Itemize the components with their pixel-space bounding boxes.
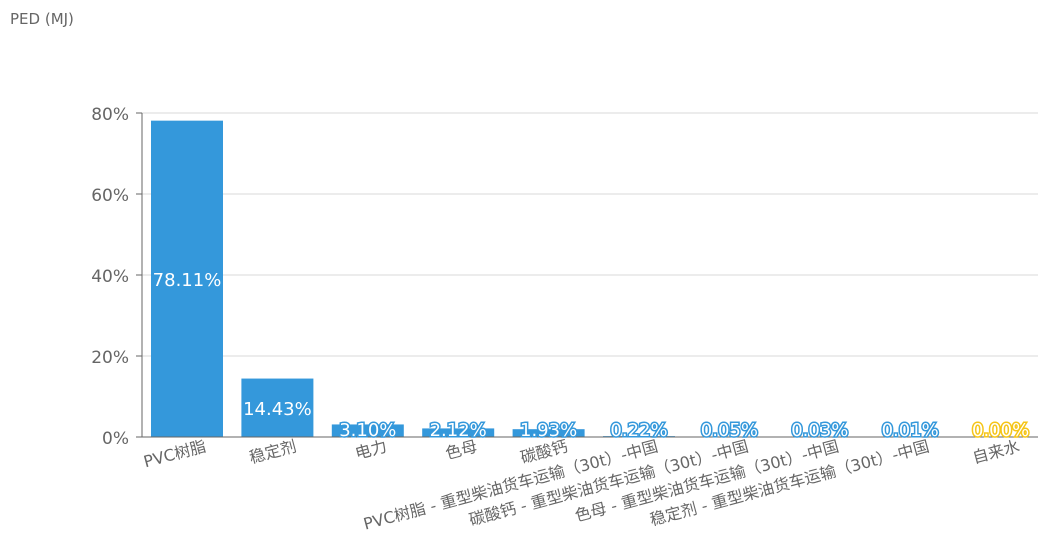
data-label: 2.12%	[430, 420, 487, 441]
data-label: 0.03%	[791, 420, 848, 441]
data-label: 3.10%	[339, 420, 396, 441]
chart-title: PED (MJ)	[10, 10, 74, 28]
y-tick-label: 40%	[91, 267, 129, 287]
y-tick-label: 60%	[91, 186, 129, 206]
bar	[151, 120, 223, 437]
bar	[512, 429, 585, 437]
data-label: 0.22%	[610, 420, 667, 441]
y-tick-label: 20%	[91, 348, 129, 368]
data-label: 0.05%	[701, 420, 758, 441]
bar	[241, 378, 314, 437]
y-tick-label: 0%	[102, 429, 129, 449]
y-tick-label: 80%	[91, 105, 129, 125]
data-label: 14.43%	[243, 399, 312, 420]
data-label: 78.11%	[153, 270, 222, 291]
data-label: 1.93%	[520, 420, 577, 441]
x-tick-label: 自来水	[970, 437, 1021, 468]
bar	[331, 424, 404, 437]
data-label: 0.01%	[882, 420, 939, 441]
x-tick-label: PVC树脂	[142, 437, 209, 472]
x-tick-label: 稳定剂	[247, 437, 298, 468]
data-label: 0.00%	[972, 420, 1029, 441]
bar	[422, 428, 495, 437]
